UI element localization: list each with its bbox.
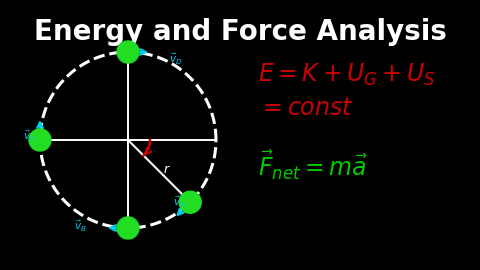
Text: $\vec{F}_{net} = m\vec{a}$: $\vec{F}_{net} = m\vec{a}$ [258,148,368,182]
Circle shape [29,129,51,151]
Text: $\vec{v}_A$: $\vec{v}_A$ [173,195,186,210]
Text: Energy and Force Analysis: Energy and Force Analysis [34,18,446,46]
Text: $= const$: $= const$ [258,96,354,120]
Text: $\vec{v}_C$: $\vec{v}_C$ [23,129,36,144]
Circle shape [117,217,139,239]
Text: $E = K + U_G + U_S$: $E = K + U_G + U_S$ [258,62,435,88]
Text: r: r [164,163,169,176]
Text: $\vec{v}_D$: $\vec{v}_D$ [169,51,182,67]
Text: $\vec{v}_B$: $\vec{v}_B$ [74,219,87,234]
Circle shape [117,41,139,63]
Circle shape [179,191,201,213]
